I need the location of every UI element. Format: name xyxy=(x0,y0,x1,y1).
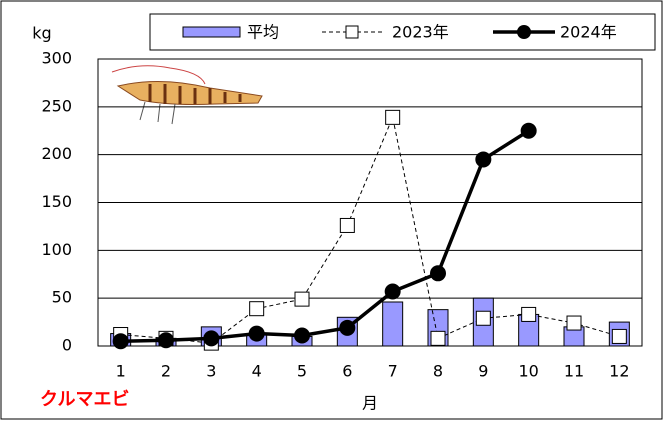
y-tick-label: 100 xyxy=(41,240,72,259)
x-tick-label: 11 xyxy=(564,362,584,381)
annotation: クルマエビ xyxy=(40,389,129,410)
x-axis-label: 月 xyxy=(362,394,378,413)
marker xyxy=(384,283,401,300)
x-tick-label: 7 xyxy=(388,362,398,381)
marker xyxy=(475,310,491,326)
marker xyxy=(249,301,265,317)
line xyxy=(120,129,530,343)
marker xyxy=(566,315,582,331)
legend-marker xyxy=(345,25,359,39)
x-tick-label: 1 xyxy=(116,362,126,381)
y-tick-label: 300 xyxy=(41,49,72,68)
shrimp-icon xyxy=(111,65,263,125)
x-tick-label: 3 xyxy=(206,362,216,381)
line xyxy=(120,115,620,344)
marker xyxy=(203,330,220,347)
y-tick-label: 250 xyxy=(41,96,72,115)
x-tick-label: 2 xyxy=(161,362,171,381)
marker xyxy=(294,327,310,344)
x-tick-label: 6 xyxy=(342,362,352,381)
marker xyxy=(521,306,537,322)
y-tick-label: 150 xyxy=(41,192,72,211)
x-tick-label: 9 xyxy=(478,362,488,381)
marker xyxy=(294,291,310,307)
legend-label: 平均 xyxy=(247,23,279,42)
marker xyxy=(339,217,355,233)
marker xyxy=(475,151,492,168)
marker xyxy=(248,325,265,342)
legend-marker xyxy=(517,25,531,39)
x-tick-label: 8 xyxy=(433,362,443,381)
marker xyxy=(611,328,627,344)
y-axis-label: kg xyxy=(32,24,51,43)
marker xyxy=(158,332,174,349)
marker xyxy=(430,265,446,282)
legend-swatch xyxy=(182,26,241,38)
x-tick-label: 12 xyxy=(609,362,629,381)
x-tick-label: 4 xyxy=(252,362,262,381)
bar xyxy=(382,301,404,347)
y-tick-label: 0 xyxy=(62,336,72,355)
marker xyxy=(385,109,401,125)
y-tick-label: 50 xyxy=(52,288,72,307)
x-tick-label: 10 xyxy=(518,362,538,381)
legend-label: 2024年 xyxy=(560,23,617,42)
legend: 平均 2023年 2024年 xyxy=(149,13,656,51)
legend-label: 2023年 xyxy=(392,23,449,42)
x-tick-label: 5 xyxy=(297,362,307,381)
marker xyxy=(430,330,446,346)
marker xyxy=(339,319,356,336)
y-tick-label: 200 xyxy=(41,144,72,163)
marker xyxy=(112,333,129,350)
marker xyxy=(520,122,537,139)
